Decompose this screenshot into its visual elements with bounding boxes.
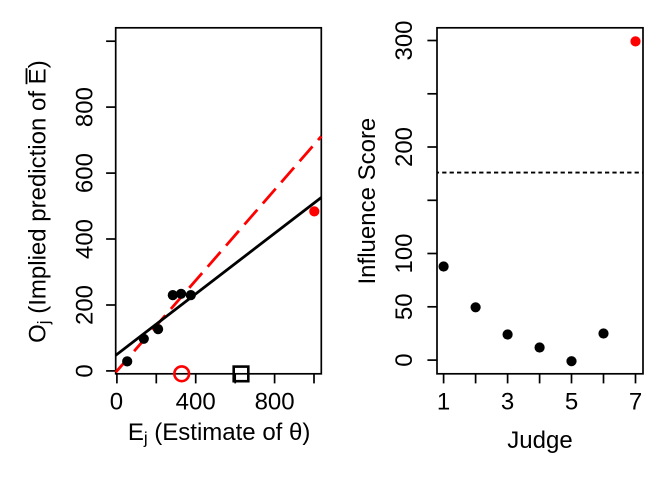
svg-text:Oj (Implied prediction of E): Oj (Implied prediction of E) — [25, 60, 54, 343]
svg-text:400: 400 — [72, 219, 99, 259]
svg-text:1: 1 — [437, 389, 450, 416]
svg-text:800: 800 — [72, 87, 99, 127]
svg-text:Ej (Estimate of θ): Ej (Estimate of θ) — [128, 419, 311, 448]
svg-text:200: 200 — [72, 285, 99, 325]
svg-text:200: 200 — [391, 127, 418, 167]
svg-text:400: 400 — [176, 389, 216, 416]
svg-text:Judge: Judge — [507, 427, 572, 454]
svg-text:300: 300 — [391, 20, 418, 60]
svg-text:0: 0 — [391, 353, 418, 366]
svg-text:Influence Score: Influence Score — [354, 118, 381, 285]
svg-text:7: 7 — [629, 389, 642, 416]
svg-text:0: 0 — [72, 364, 99, 377]
svg-text:800: 800 — [255, 389, 295, 416]
svg-text:3: 3 — [501, 389, 514, 416]
svg-text:100: 100 — [391, 233, 418, 273]
svg-text:50: 50 — [391, 293, 418, 320]
svg-text:600: 600 — [72, 153, 99, 193]
svg-text:5: 5 — [565, 389, 578, 416]
svg-text:0: 0 — [110, 389, 123, 416]
